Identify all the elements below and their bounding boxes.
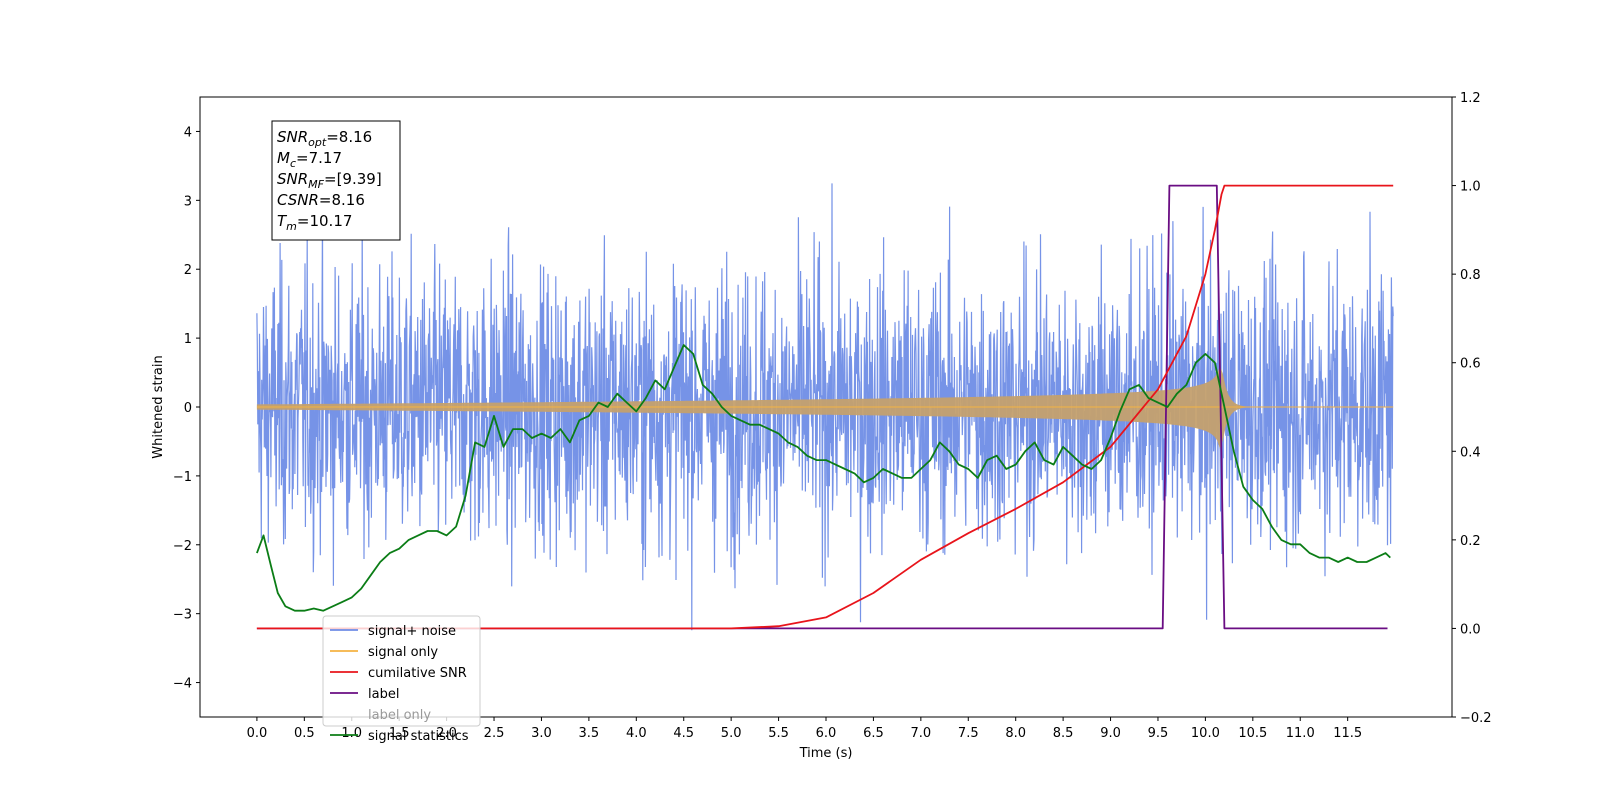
annotation-symbol: SNR — [277, 170, 308, 188]
x-tick-label: 8.0 — [1005, 726, 1026, 741]
x-tick-label: 2.0 — [436, 726, 457, 741]
x-tick-label: 11.5 — [1333, 726, 1362, 741]
series-label — [256, 184, 1388, 630]
legend-frame — [322, 615, 481, 727]
series-lines — [256, 184, 1394, 630]
x-tick-label: 1.5 — [389, 726, 410, 741]
x-tick-label: 5.0 — [721, 726, 742, 741]
legend-label: signal only — [368, 645, 438, 660]
y2-tick-label: −0.2 — [1460, 711, 1492, 726]
x-tick-label: 7.5 — [958, 726, 979, 741]
x-tick-label: 7.0 — [911, 726, 932, 741]
annotation-box: SNRopt=8.16 Mc=7.17 SNRMF=[9.39] CSNR=8.16 T… — [271, 120, 401, 241]
x-tick-label: 0.0 — [247, 726, 268, 741]
x-tick-label: 9.0 — [1100, 726, 1121, 741]
legend-label: signal+ noise — [368, 624, 456, 639]
x-axis-label: Time (s) — [799, 746, 853, 761]
y2-tick-label: 1.2 — [1460, 91, 1481, 106]
y-tick-label: −3 — [173, 608, 192, 623]
x-axis: 0.0 0.5 1.0 1.5 2.0 2.5 3.0 3.5 4.0 4.5 5.0 5.5 6.0 6… — [247, 717, 1362, 741]
y-axis-left: −4 −3 −2 −1 0 1 2 3 4 — [173, 125, 200, 692]
y2-tick-label: 0.6 — [1460, 357, 1481, 372]
annotation-symbol: CSNR — [277, 191, 319, 209]
y-tick-label: 4 — [184, 125, 192, 140]
y-tick-label: −1 — [173, 470, 192, 485]
annotation-subscript: opt — [308, 136, 327, 149]
legend: signal+ noise signal only cumilative SNR la… — [322, 615, 481, 744]
x-tick-label: 1.0 — [341, 726, 362, 741]
series-cumilative-snr — [256, 184, 1394, 630]
annotation-symbol: T — [277, 212, 288, 230]
x-tick-label: 0.5 — [294, 726, 315, 741]
annotation-value: =10.17 — [297, 212, 353, 230]
x-tick-label: 4.5 — [673, 726, 694, 741]
x-tick-label: 3.5 — [579, 726, 600, 741]
x-tick-label: 5.5 — [768, 726, 789, 741]
series-signal-only — [256, 365, 1394, 449]
y-tick-label: 1 — [184, 332, 192, 347]
y2-tick-label: 0.0 — [1460, 622, 1481, 637]
x-tick-label: 3.0 — [531, 726, 552, 741]
y2-tick-label: 0.8 — [1460, 268, 1481, 283]
annotation-subscript: m — [286, 220, 297, 233]
annotation-subscript: c — [290, 157, 296, 170]
annotation-symbol: SNR — [277, 128, 308, 146]
x-tick-label: 6.0 — [816, 726, 837, 741]
legend-label: signal statistics — [368, 729, 469, 744]
x-tick-label: 4.0 — [626, 726, 647, 741]
series-signal-statistics — [256, 344, 1391, 612]
y-axis-right: −0.2 0.0 0.2 0.4 0.6 0.8 1.0 1.2 — [1452, 91, 1492, 726]
x-tick-label: 6.5 — [863, 726, 884, 741]
annotation-subscript: MF — [308, 178, 324, 191]
legend-label: label — [368, 687, 399, 702]
x-tick-label: 2.5 — [484, 726, 505, 741]
y-tick-label: 3 — [184, 194, 192, 209]
annotation-value: =7.17 — [296, 149, 342, 167]
legend-label: label only — [368, 708, 431, 723]
y2-tick-label: 0.4 — [1460, 445, 1481, 460]
annotation-text: SNRopt=8.16 Mc=7.17 SNRMF=[9.39] CSNR=8.16 T… — [277, 128, 382, 233]
x-tick-label: 11.0 — [1286, 726, 1315, 741]
y2-tick-label: 1.0 — [1460, 180, 1481, 195]
x-tick-label: 10.0 — [1191, 726, 1220, 741]
annotation-value: =[9.39] — [324, 170, 382, 188]
y-tick-label: −2 — [173, 539, 192, 554]
annotation-symbol: M — [277, 149, 290, 167]
legend-label: cumilative SNR — [368, 666, 467, 681]
x-tick-label: 8.5 — [1053, 726, 1074, 741]
y-tick-label: −4 — [173, 677, 192, 692]
y-tick-label: 0 — [184, 401, 192, 416]
x-tick-label: 10.5 — [1238, 726, 1267, 741]
y2-tick-label: 0.2 — [1460, 534, 1481, 549]
x-tick-label: 9.5 — [1148, 726, 1169, 741]
y-axis-label: Whitened strain — [151, 355, 166, 458]
y-tick-label: 2 — [184, 263, 192, 278]
annotation-value: =8.16 — [326, 128, 372, 146]
annotation-value: =8.16 — [319, 191, 365, 209]
